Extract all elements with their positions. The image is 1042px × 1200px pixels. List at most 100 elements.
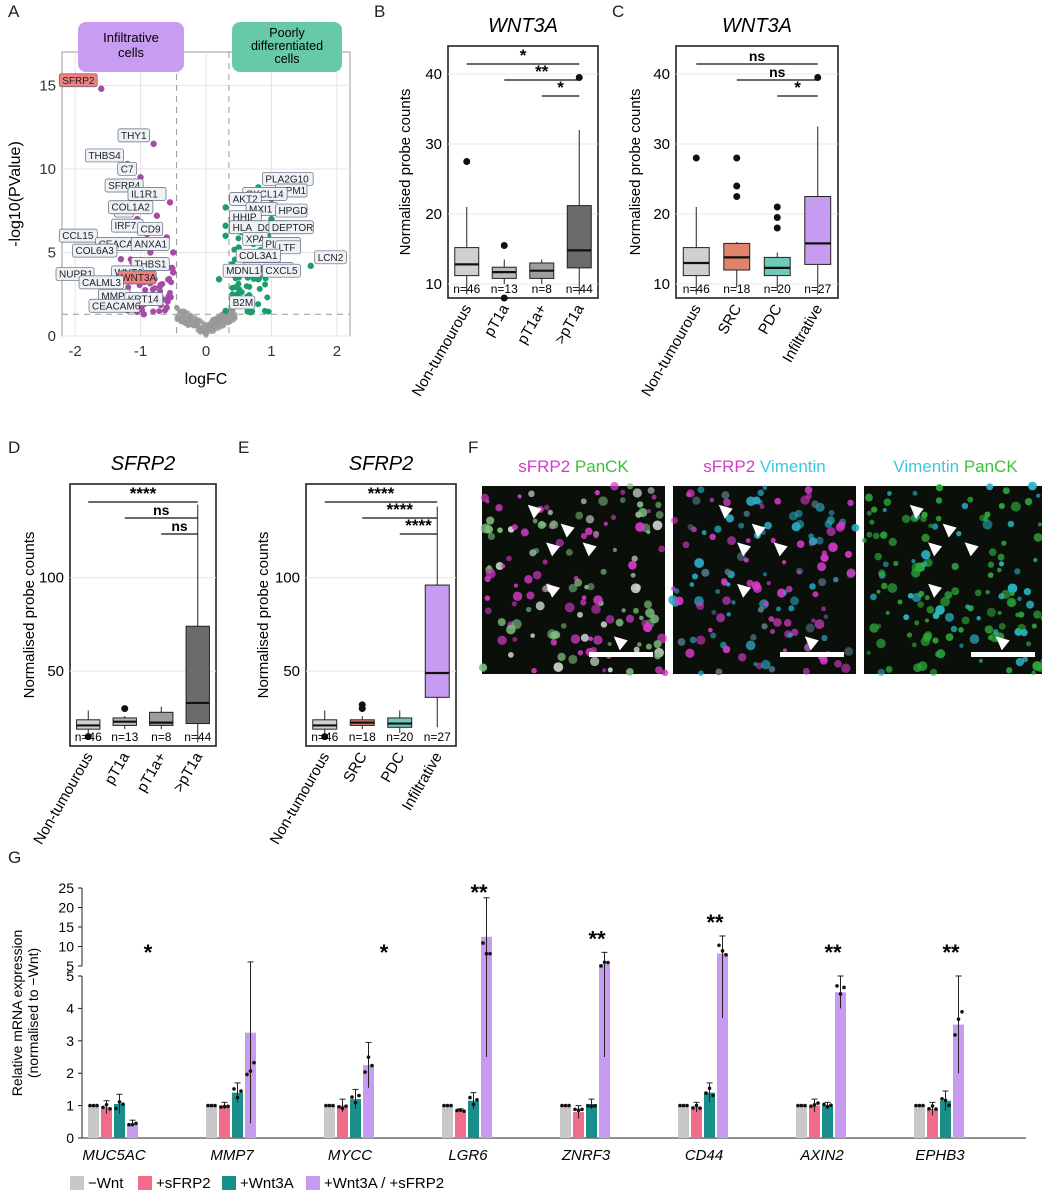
y-tick-label: 10 — [425, 276, 442, 293]
cell-marker — [716, 613, 726, 623]
cell-marker — [846, 568, 856, 578]
cell-marker — [484, 525, 494, 534]
cell-marker — [958, 627, 964, 633]
significance-label: ** — [470, 880, 488, 905]
replicate-point — [340, 1106, 345, 1111]
cell-marker — [878, 569, 886, 577]
cell-marker — [495, 562, 504, 571]
replicate-point — [720, 949, 725, 953]
arrowhead-marker — [527, 504, 542, 519]
cell-marker — [508, 652, 514, 658]
replicate-point — [462, 1109, 466, 1113]
cell-marker — [877, 668, 886, 677]
y-axis-title: Normalised probe counts — [21, 532, 38, 699]
cell-marker — [537, 520, 546, 529]
cell-marker — [847, 499, 854, 507]
gene-label: NUPR1 — [59, 270, 93, 281]
cell-marker — [998, 622, 1006, 630]
cell-marker — [986, 483, 994, 491]
replicate-point — [724, 953, 728, 957]
arrowhead-marker — [737, 542, 752, 557]
cell-marker — [580, 498, 587, 505]
data-point — [265, 308, 272, 315]
gene-label: CD9 — [141, 224, 161, 235]
replicate-point — [567, 1103, 571, 1108]
y-tick-label: 15 — [58, 919, 74, 935]
arrowhead-marker — [964, 542, 979, 557]
cell-marker — [1007, 583, 1018, 594]
arrowhead-marker — [928, 542, 943, 557]
cell-marker — [763, 601, 769, 607]
significance-label: * — [380, 940, 389, 965]
cell-marker — [782, 589, 788, 595]
cell-marker — [721, 491, 730, 500]
cell-marker — [620, 489, 626, 495]
data-point — [150, 140, 157, 148]
replicate-point — [475, 1097, 479, 1102]
cell-marker — [555, 538, 564, 548]
gene-label: IRF7 — [114, 221, 136, 232]
arrowhead-marker — [613, 636, 628, 651]
box — [566, 205, 592, 269]
y-axis-title: -log10(PValue) — [7, 141, 24, 247]
cell-marker — [921, 561, 928, 568]
cell-marker — [1010, 501, 1021, 512]
cell-marker — [568, 654, 578, 664]
arrowhead-marker — [942, 523, 957, 538]
cell-marker — [674, 596, 684, 606]
cell-marker — [594, 489, 600, 496]
cell-marker — [1017, 596, 1022, 602]
replicate-point — [799, 1103, 804, 1108]
panel-letter-b: B — [374, 2, 386, 21]
cell-marker — [921, 533, 930, 543]
significance-label: **** — [368, 484, 395, 503]
cell-marker — [924, 595, 930, 601]
cell-marker — [866, 650, 871, 655]
cell-marker — [880, 531, 888, 539]
replicate-point — [803, 1103, 807, 1108]
cell-marker — [598, 496, 608, 506]
gene-label-box — [268, 220, 314, 235]
gene-label: ZNRF3 — [561, 1147, 611, 1164]
replicate-point — [353, 1100, 358, 1105]
x-tick-label: PDC — [378, 749, 409, 785]
significance-label: ** — [588, 926, 606, 951]
gene-label: LTF — [278, 243, 295, 254]
cell-marker — [602, 668, 607, 673]
cell-marker — [1024, 497, 1033, 506]
cell-marker — [1026, 600, 1035, 609]
bar — [442, 1105, 453, 1138]
outlier-point — [773, 203, 781, 211]
cell-marker — [709, 533, 716, 541]
wnt3a-box-plot-subtype: WNT3A 10 20 30 40 Normalised probe counts n=46… — [627, 15, 839, 400]
cell-marker — [685, 492, 692, 498]
cell-marker — [911, 559, 916, 564]
y-tick-label: 1 — [66, 1098, 74, 1114]
data-point — [176, 315, 182, 321]
gene-label-box — [58, 228, 98, 243]
gene-label-box — [108, 200, 154, 215]
y-tick-label: 40 — [425, 66, 442, 83]
cell-marker — [788, 605, 795, 612]
cell-marker — [585, 515, 595, 524]
replicate-point — [930, 1104, 935, 1108]
cell-marker — [757, 489, 764, 497]
cell-marker — [1036, 493, 1041, 498]
bar — [88, 1105, 99, 1138]
arrowhead-marker — [928, 583, 943, 598]
gene-label: THY1 — [121, 131, 147, 142]
mrna-expression-bar-chart: 0 1 2 3 4 55 10 15 20 25 Relative mRNA expression(… — [9, 880, 1026, 1192]
cell-marker — [903, 614, 910, 621]
panel-letter-f: F — [468, 438, 479, 457]
cell-marker — [881, 582, 888, 590]
cell-marker — [864, 493, 873, 502]
cell-marker — [512, 591, 523, 601]
sample-size-label: n=44 — [184, 730, 211, 744]
infiltrative-header-label: cells — [118, 45, 145, 60]
replicate-point — [458, 1108, 463, 1112]
gene-label-box — [262, 263, 301, 278]
cell-marker — [715, 668, 723, 676]
tile-title: Vimentin PanCK — [893, 457, 1018, 476]
significance-label: ** — [535, 62, 549, 81]
cell-marker — [844, 550, 852, 558]
